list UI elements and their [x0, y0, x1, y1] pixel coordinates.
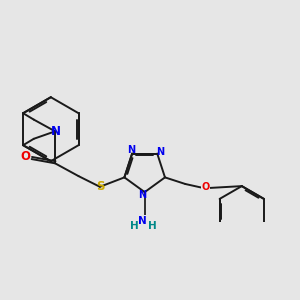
Text: O: O — [20, 150, 30, 164]
Text: S: S — [96, 180, 104, 193]
Text: N: N — [127, 145, 135, 155]
Text: N: N — [139, 190, 147, 200]
Text: H: H — [130, 221, 138, 231]
Text: O: O — [201, 182, 210, 192]
Text: N: N — [138, 216, 147, 226]
Text: H: H — [148, 221, 157, 231]
Text: N: N — [51, 125, 61, 138]
Text: N: N — [156, 148, 164, 158]
